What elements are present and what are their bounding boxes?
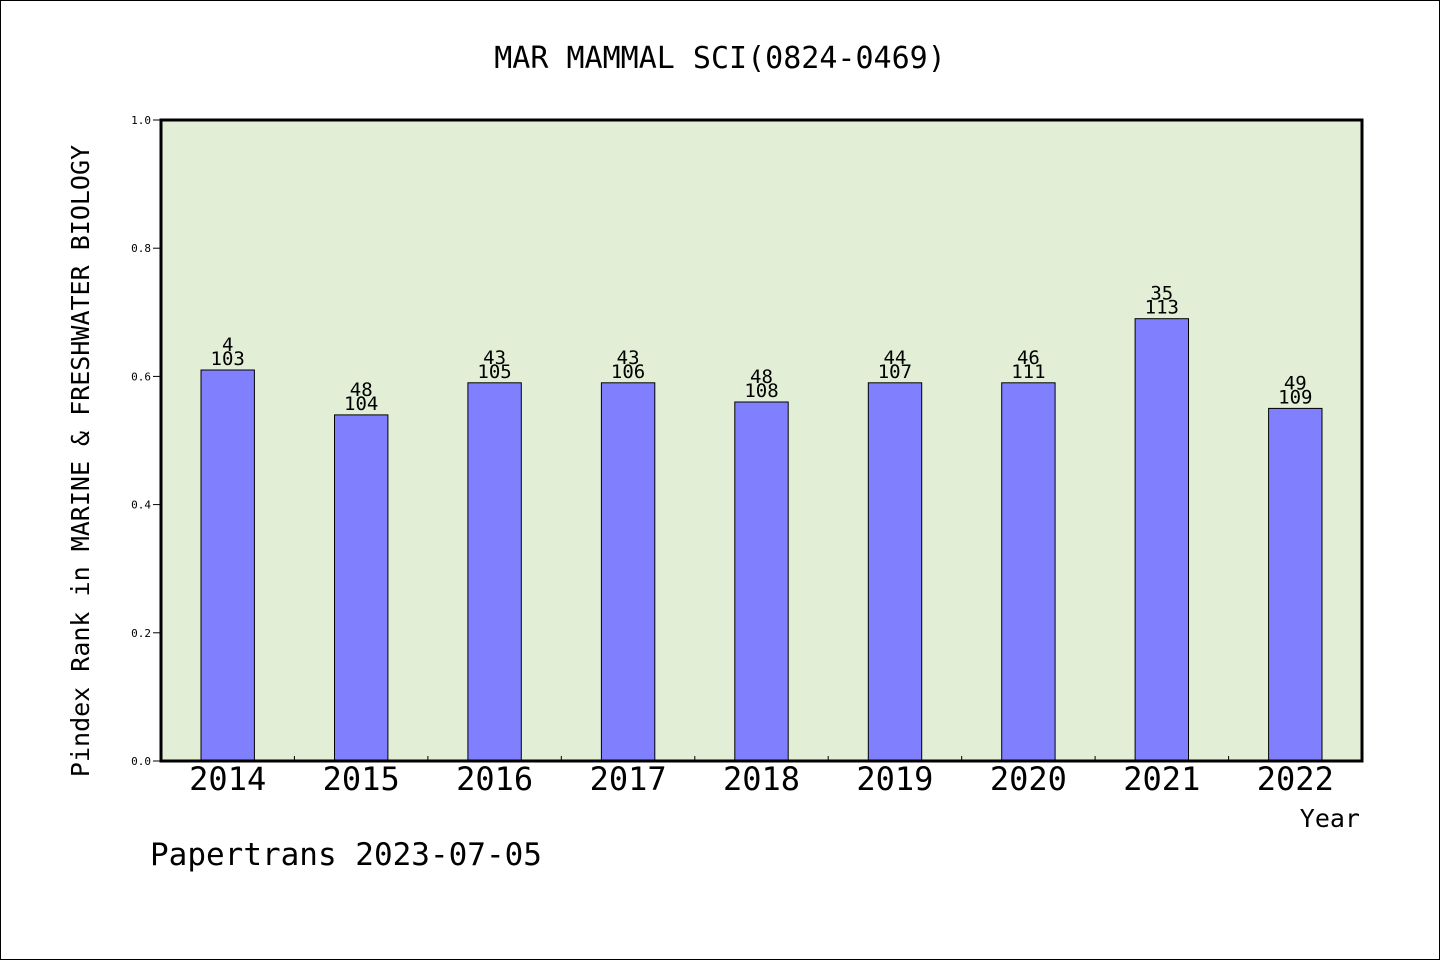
bar-rank-label: 48 bbox=[750, 366, 773, 388]
plot-border bbox=[159, 118, 1364, 763]
bar-total-label: 103 bbox=[211, 348, 245, 370]
x-axis-ticks: 2014 2015 2016 2017 2018 2019 2020 2021 2022 bbox=[189, 756, 1334, 798]
bars-group bbox=[200, 318, 1323, 762]
chart-title: MAR MAMMAL SCI(0824-0469) bbox=[494, 41, 946, 76]
y-axis-ticks: 0.0 0.2 0.4 0.6 0.8 1.0 bbox=[131, 114, 161, 768]
bar-2014 bbox=[200, 369, 255, 762]
y-tick-label: 0.8 bbox=[131, 242, 151, 255]
x-axis-label: Year bbox=[1300, 804, 1360, 833]
bar-total-label: 105 bbox=[477, 361, 511, 383]
bar-2015 bbox=[334, 414, 389, 762]
y-axis-label: Pindex Rank in MARINE & FRESHWATER BIOLO… bbox=[66, 145, 95, 777]
y-tick-label: 1.0 bbox=[131, 114, 151, 127]
bar-rank-label: 49 bbox=[1284, 372, 1307, 394]
bar-rank-label: 35 bbox=[1150, 283, 1173, 305]
bar-2022 bbox=[1268, 407, 1323, 762]
bar-total-label: 109 bbox=[1278, 386, 1312, 408]
bar-2017 bbox=[600, 382, 656, 762]
bar-rank-label: 48 bbox=[350, 379, 373, 401]
bar-rank-label: 46 bbox=[1017, 347, 1040, 369]
y-tick-label: 0.4 bbox=[131, 499, 151, 512]
x-tick-label: 2020 bbox=[990, 760, 1067, 798]
bar-total-label: 113 bbox=[1145, 297, 1179, 319]
bar-2016 bbox=[467, 382, 522, 762]
bar-2021 bbox=[1134, 318, 1189, 762]
y-tick-label: 0.6 bbox=[131, 370, 151, 383]
bar-rank-label: 44 bbox=[883, 347, 906, 369]
y-tick-label: 0.0 bbox=[131, 755, 151, 768]
bar-rank-label: 4 bbox=[222, 334, 233, 356]
bar-2019 bbox=[867, 382, 923, 762]
bar-rank-label: 43 bbox=[617, 347, 640, 369]
bar-2020 bbox=[1001, 382, 1056, 762]
x-tick-label: 2022 bbox=[1257, 760, 1334, 798]
footer-credit: Papertrans 2023-07-05 bbox=[150, 837, 542, 873]
x-tick-label: 2017 bbox=[590, 760, 667, 798]
bar-total-label: 104 bbox=[344, 393, 378, 415]
x-tick-label: 2015 bbox=[323, 760, 400, 798]
x-tick-label: 2021 bbox=[1123, 760, 1200, 798]
x-tick-label: 2014 bbox=[189, 760, 266, 798]
bar-total-label: 107 bbox=[878, 361, 912, 383]
bar-total-label: 111 bbox=[1011, 361, 1045, 383]
bar-total-label: 108 bbox=[744, 380, 778, 402]
x-tick-label: 2016 bbox=[456, 760, 533, 798]
y-tick-label: 0.2 bbox=[131, 627, 151, 640]
bar-2018 bbox=[734, 401, 789, 762]
bar-rank-label: 43 bbox=[483, 347, 506, 369]
x-tick-label: 2019 bbox=[856, 760, 933, 798]
bar-total-label: 106 bbox=[611, 361, 645, 383]
x-tick-label: 2018 bbox=[723, 760, 800, 798]
